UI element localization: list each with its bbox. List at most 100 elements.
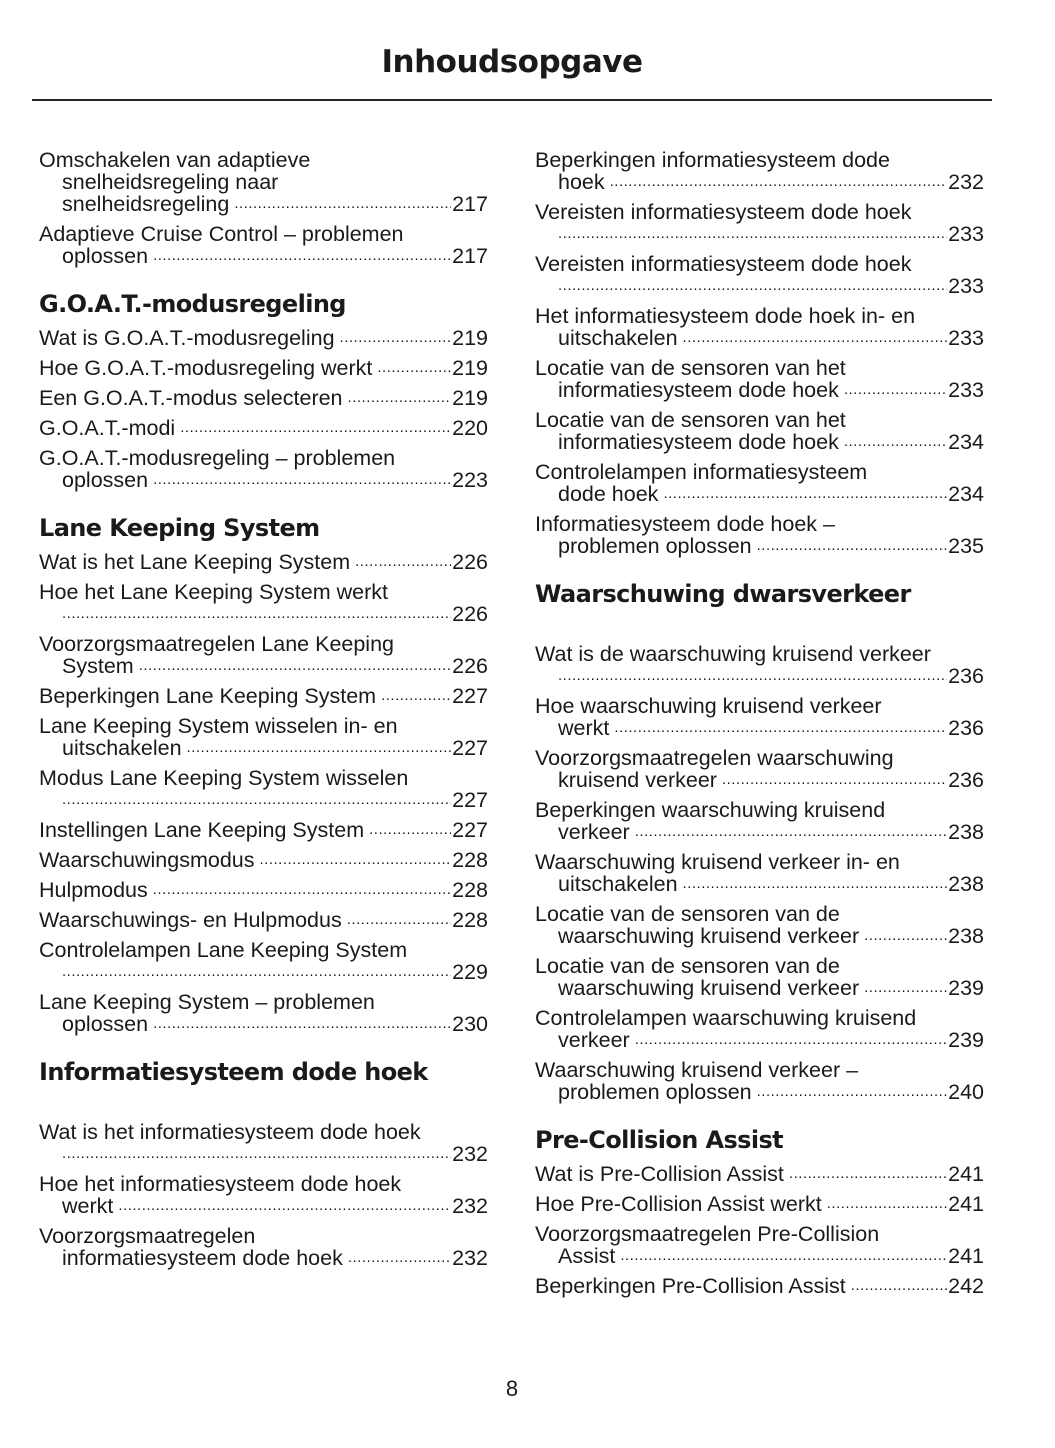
toc-entry-line: Beperkingen waarschuwing kruisend xyxy=(535,799,984,821)
toc-page-number[interactable]: 232 xyxy=(452,1142,488,1166)
toc-entry[interactable]: Waarschuwing kruisend verkeer – problemen… xyxy=(535,1059,984,1103)
toc-page-number[interactable]: 234 xyxy=(948,482,984,506)
toc-entry[interactable]: Instellingen Lane Keeping System 227 xyxy=(39,819,488,841)
toc-entry[interactable]: Hoe het informatiesysteem dode hoek werkt… xyxy=(39,1173,488,1217)
toc-entry[interactable]: Waarschuwing kruisend verkeer in- en uits… xyxy=(535,851,984,895)
toc-entry[interactable]: Een G.O.A.T.-modus selecteren 219 xyxy=(39,387,488,409)
toc-entry[interactable]: Locatie van de sensoren van de waarschuwi… xyxy=(535,903,984,947)
toc-page-number[interactable]: 238 xyxy=(948,872,984,896)
toc-page-number[interactable]: 219 xyxy=(452,326,488,350)
toc-page-number[interactable]: 241 xyxy=(948,1244,984,1268)
toc-entry[interactable]: Adaptieve Cruise Control – problemen oplo… xyxy=(39,223,488,267)
toc-page-number[interactable]: 230 xyxy=(452,1012,488,1036)
toc-page-number[interactable]: 234 xyxy=(948,430,984,454)
toc-page-number[interactable]: 233 xyxy=(948,222,984,246)
section-heading: Waarschuwing dwarsverkeer xyxy=(535,580,911,608)
toc-page-number[interactable]: 236 xyxy=(948,664,984,688)
toc-entry[interactable]: Beperkingen Pre-Collision Assist 242 xyxy=(535,1275,984,1297)
toc-entry[interactable]: Omschakelen van adaptieve snelheidsregeli… xyxy=(39,149,488,215)
toc-page-number[interactable]: 228 xyxy=(452,908,488,932)
toc-page-number[interactable]: 235 xyxy=(948,534,984,558)
toc-page-number[interactable]: 217 xyxy=(452,244,488,268)
toc-page-number[interactable]: 227 xyxy=(452,684,488,708)
toc-entry-line: snelheidsregeling naar xyxy=(39,171,488,193)
toc-entry[interactable]: Wat is Pre-Collision Assist 241 xyxy=(535,1163,984,1185)
toc-entry[interactable]: Hoe het Lane Keeping System werkt 226 xyxy=(39,581,488,625)
toc-entry[interactable]: Informatiesysteem dode hoek – problemen o… xyxy=(535,513,984,557)
toc-page-number[interactable]: 219 xyxy=(452,356,488,380)
toc-entry[interactable]: Modus Lane Keeping System wisselen 227 xyxy=(39,767,488,811)
toc-entry[interactable]: Wat is het Lane Keeping System 226 xyxy=(39,551,488,573)
toc-page-number[interactable]: 240 xyxy=(948,1080,984,1104)
toc-page-number[interactable]: 223 xyxy=(452,468,488,492)
toc-entry[interactable]: Wat is de waarschuwing kruisend verkeer 2… xyxy=(535,643,984,687)
toc-entry[interactable]: Lane Keeping System wisselen in- en uitsc… xyxy=(39,715,488,759)
toc-entry[interactable]: Waarschuwingsmodus 228 xyxy=(39,849,488,871)
dot-leader xyxy=(153,1013,451,1035)
dot-leader xyxy=(153,245,451,267)
toc-entry[interactable]: Het informatiesysteem dode hoek in- en ui… xyxy=(535,305,984,349)
toc-entry[interactable]: G.O.A.T.-modusregeling – problemen oploss… xyxy=(39,447,488,491)
toc-page-number[interactable]: 239 xyxy=(948,976,984,1000)
toc-entry[interactable]: Controlelampen informatiesysteem dode hoe… xyxy=(535,461,984,505)
toc-page-number[interactable]: 233 xyxy=(948,378,984,402)
toc-page-number[interactable]: 241 xyxy=(948,1162,984,1186)
dot-leader xyxy=(187,737,452,759)
toc-entry[interactable]: Beperkingen Lane Keeping System 227 xyxy=(39,685,488,707)
toc-entry[interactable]: Controlelampen Lane Keeping System 229 xyxy=(39,939,488,983)
toc-page-number[interactable]: 229 xyxy=(452,960,488,984)
toc-entry[interactable]: Controlelampen waarschuwing kruisend verk… xyxy=(535,1007,984,1051)
toc-entry[interactable]: Hoe G.O.A.T.-modusregeling werkt 219 xyxy=(39,357,488,379)
toc-entry[interactable]: Voorzorgsmaatregelen waarschuwing kruisen… xyxy=(535,747,984,791)
toc-entry[interactable]: G.O.A.T.-modi 220 xyxy=(39,417,488,439)
toc-page-number[interactable]: 217 xyxy=(452,192,488,216)
toc-page-number[interactable]: 242 xyxy=(948,1274,984,1298)
toc-entry[interactable]: Locatie van de sensoren van het informati… xyxy=(535,409,984,453)
toc-page-number[interactable]: 236 xyxy=(948,716,984,740)
toc-page-number[interactable]: 228 xyxy=(452,848,488,872)
toc-page-number[interactable]: 238 xyxy=(948,820,984,844)
toc-entry[interactable]: Voorzorgsmaatregelen Pre-Collision Assist… xyxy=(535,1223,984,1267)
toc-entry[interactable]: Locatie van de sensoren van de waarschuwi… xyxy=(535,955,984,999)
toc-page-number[interactable]: 239 xyxy=(948,1028,984,1052)
toc-entry[interactable]: Vereisten informatiesysteem dode hoek 233 xyxy=(535,253,984,297)
toc-page-number[interactable]: 232 xyxy=(452,1194,488,1218)
toc-page-number[interactable]: 226 xyxy=(452,654,488,678)
toc-page-number[interactable]: 233 xyxy=(948,326,984,350)
toc-entry[interactable]: Hoe Pre-Collision Assist werkt 241 xyxy=(535,1193,984,1215)
toc-page-number[interactable]: 227 xyxy=(452,736,488,760)
toc-page-number[interactable]: 228 xyxy=(452,878,488,902)
toc-page-number[interactable]: 232 xyxy=(948,170,984,194)
toc-page-number[interactable]: 238 xyxy=(948,924,984,948)
toc-page-number[interactable]: 227 xyxy=(452,818,488,842)
toc-page-number[interactable]: 232 xyxy=(452,1246,488,1270)
toc-page-number[interactable]: 241 xyxy=(948,1192,984,1216)
toc-page-number[interactable]: 219 xyxy=(452,386,488,410)
toc-page-number[interactable]: 226 xyxy=(452,602,488,626)
toc-entry[interactable]: Vereisten informatiesysteem dode hoek 233 xyxy=(535,201,984,245)
toc-entry[interactable]: Wat is het informatiesysteem dode hoek 23… xyxy=(39,1121,488,1165)
toc-entry-text: Lane Keeping System wisselen in- en xyxy=(39,714,398,738)
toc-page-number[interactable]: 236 xyxy=(948,768,984,792)
toc-page-number[interactable]: 220 xyxy=(452,416,488,440)
toc-entry[interactable]: Locatie van de sensoren van het informati… xyxy=(535,357,984,401)
toc-entry[interactable]: Beperkingen waarschuwing kruisend verkeer… xyxy=(535,799,984,843)
toc-entry-line: Hulpmodus 228 xyxy=(39,879,488,901)
toc-entry[interactable]: Hulpmodus 228 xyxy=(39,879,488,901)
dot-leader xyxy=(864,925,947,947)
toc-entry[interactable]: Voorzorgsmaatregelen informatiesysteem do… xyxy=(39,1225,488,1269)
toc-page-number[interactable]: 233 xyxy=(948,274,984,298)
toc-entry-line: Modus Lane Keeping System wisselen xyxy=(39,767,488,789)
toc-page-number[interactable]: 226 xyxy=(452,550,488,574)
toc-entry[interactable]: Wat is G.O.A.T.-modusregeling 219 xyxy=(39,327,488,349)
toc-entry-line: Wat is het informatiesysteem dode hoek xyxy=(39,1121,488,1143)
toc-entry-text: Controlelampen Lane Keeping System xyxy=(39,938,408,962)
toc-entry-line: informatiesysteem dode hoek 232 xyxy=(39,1247,488,1269)
toc-page-number[interactable]: 227 xyxy=(452,788,488,812)
toc-entry[interactable]: Waarschuwings- en Hulpmodus 228 xyxy=(39,909,488,931)
